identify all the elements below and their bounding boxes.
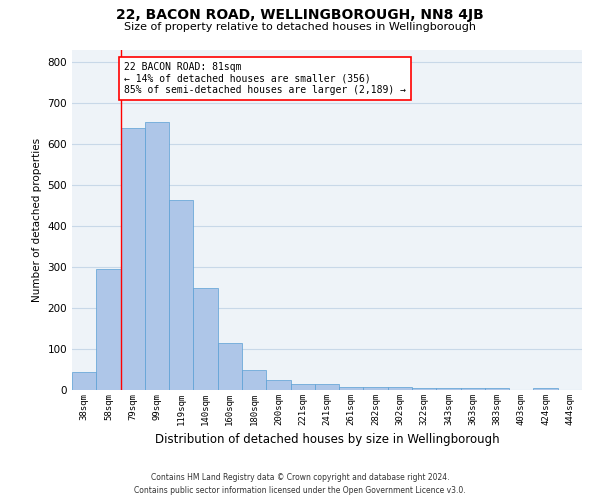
Bar: [218, 343, 242, 390]
Text: Size of property relative to detached houses in Wellingborough: Size of property relative to detached ho…: [124, 22, 476, 32]
Bar: [315, 384, 339, 390]
Text: Contains HM Land Registry data © Crown copyright and database right 2024.
Contai: Contains HM Land Registry data © Crown c…: [134, 474, 466, 495]
Text: 22 BACON ROAD: 81sqm
← 14% of detached houses are smaller (356)
85% of semi-deta: 22 BACON ROAD: 81sqm ← 14% of detached h…: [124, 62, 406, 96]
Bar: [533, 388, 558, 390]
Bar: [436, 388, 461, 390]
Bar: [266, 380, 290, 390]
Bar: [364, 386, 388, 390]
Bar: [290, 384, 315, 390]
Bar: [121, 128, 145, 390]
Bar: [145, 122, 169, 390]
X-axis label: Distribution of detached houses by size in Wellingborough: Distribution of detached houses by size …: [155, 434, 499, 446]
Bar: [193, 288, 218, 390]
Text: 22, BACON ROAD, WELLINGBOROUGH, NN8 4JB: 22, BACON ROAD, WELLINGBOROUGH, NN8 4JB: [116, 8, 484, 22]
Bar: [72, 372, 96, 390]
Bar: [96, 269, 121, 390]
Bar: [412, 388, 436, 390]
Bar: [388, 386, 412, 390]
Y-axis label: Number of detached properties: Number of detached properties: [32, 138, 42, 302]
Bar: [461, 388, 485, 390]
Bar: [485, 388, 509, 390]
Bar: [169, 200, 193, 390]
Bar: [242, 370, 266, 390]
Bar: [339, 386, 364, 390]
